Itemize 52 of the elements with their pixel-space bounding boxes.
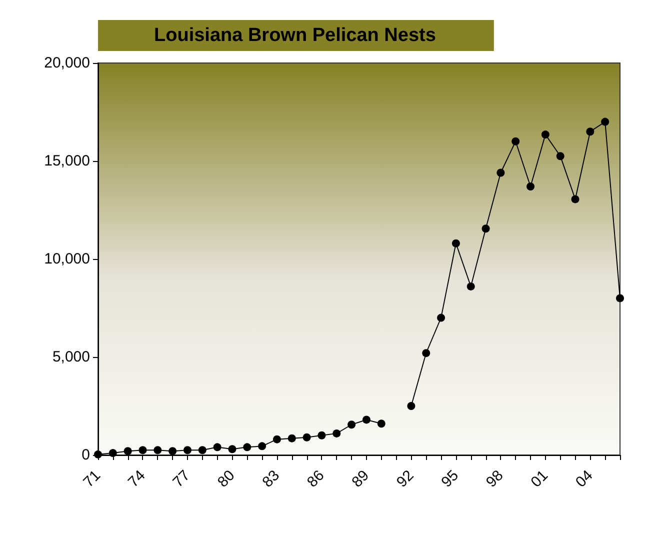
- point: [183, 446, 192, 454]
- point: [243, 443, 252, 452]
- x-tick-label: 80: [214, 466, 238, 491]
- y-tick-label: 5,000: [52, 348, 90, 366]
- point: [586, 128, 594, 136]
- point: [571, 195, 580, 204]
- x-tick-label: 86: [304, 466, 328, 491]
- point: [362, 416, 370, 424]
- point: [332, 429, 341, 438]
- point: [422, 349, 430, 358]
- chart-title: Louisiana Brown Pelican Nests: [154, 25, 436, 46]
- x-tick-label: 95: [438, 466, 462, 491]
- point: [302, 433, 311, 442]
- point: [198, 446, 206, 454]
- x-tick-label: 01: [528, 466, 552, 491]
- x-tick-label: 92: [393, 466, 418, 491]
- point: [213, 443, 222, 452]
- y-tick-label: 0: [82, 446, 90, 464]
- x-tick-label: 89: [348, 466, 372, 491]
- point: [348, 420, 356, 429]
- point: [601, 118, 610, 126]
- point: [377, 420, 386, 428]
- point: [541, 130, 550, 139]
- y-tick-label: 20,000: [44, 54, 90, 72]
- point: [272, 435, 281, 444]
- point: [526, 182, 535, 190]
- point: [496, 168, 505, 177]
- point: [228, 445, 236, 454]
- point: [556, 152, 564, 160]
- point: [466, 282, 475, 290]
- point: [407, 402, 416, 410]
- point: [452, 239, 460, 248]
- x-tick-label: 71: [80, 466, 104, 491]
- x-tick-label: 77: [170, 466, 194, 491]
- point: [108, 449, 117, 458]
- point: [318, 431, 326, 440]
- point: [124, 447, 132, 456]
- y-tick-label: 15,000: [44, 152, 90, 170]
- point: [258, 442, 266, 450]
- x-tick-label: 74: [124, 466, 149, 491]
- point: [138, 446, 147, 454]
- point: [154, 446, 162, 454]
- point: [288, 434, 296, 442]
- x-tick-label: 83: [259, 466, 283, 491]
- point: [168, 447, 177, 456]
- y-tick-label: 10,000: [44, 250, 90, 268]
- point: [437, 314, 446, 322]
- x-tick-label: 98: [482, 466, 507, 491]
- point: [512, 137, 520, 146]
- point: [482, 224, 490, 233]
- point: [616, 294, 624, 302]
- x-tick-label: 04: [572, 466, 596, 491]
